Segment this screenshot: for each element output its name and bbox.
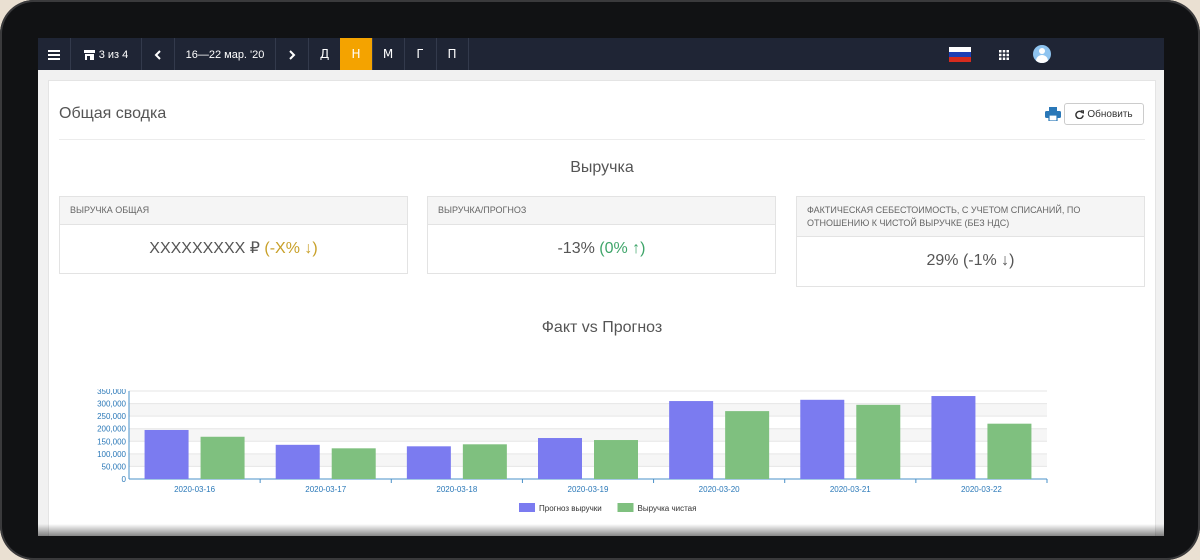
kpi-value: 29% (926, 252, 959, 269)
top-navbar: 3 из 4 16—22 мар. '20 Д Н М Г П (38, 38, 1164, 70)
x-tick-label: 2020-03-19 (568, 485, 609, 494)
y-tick-label: 300,000 (97, 400, 126, 409)
bar (538, 438, 582, 479)
y-tick-label: 150,000 (97, 437, 126, 446)
date-range-label[interactable]: 16—22 мар. '20 (175, 38, 276, 70)
grid-band (129, 428, 1047, 442)
period-year-tab[interactable]: Г (404, 38, 437, 70)
bar (406, 446, 451, 479)
kpi-card-value: XXXXXXXXX ₽ (-X% ↓) (60, 225, 407, 273)
y-tick-label: 200,000 (97, 425, 126, 434)
period-tab-label: М (382, 47, 394, 61)
bar (144, 429, 189, 479)
legend-label: Выручка чистая (638, 504, 697, 513)
bar (200, 436, 245, 479)
chevron-left-icon (154, 49, 161, 60)
app-screen: 3 из 4 16—22 мар. '20 Д Н М Г П Общая св… (38, 38, 1164, 536)
y-tick-label: 350,000 (97, 389, 126, 396)
period-month-tab[interactable]: М (372, 38, 405, 70)
period-tab-label: Г (416, 47, 424, 61)
store-selector[interactable]: 3 из 4 (71, 38, 142, 70)
fact-vs-forecast-chart: 0 50,000 100,000 150,000 200,000 250,000 300,0… (97, 389, 1048, 513)
bar (725, 411, 770, 479)
period-tab-label: П (447, 47, 457, 61)
date-range-text: 16—22 мар. '20 (185, 49, 265, 61)
bar (987, 423, 1032, 479)
x-tick-label: 2020-03-21 (830, 485, 871, 494)
next-period-button[interactable] (276, 38, 309, 70)
legend-swatch (519, 503, 535, 512)
page-title: Общая сводка (59, 105, 167, 122)
period-day-tab[interactable]: Д (309, 38, 341, 70)
chart-title: Факт vs Прогноз (541, 319, 663, 336)
bar (462, 444, 507, 479)
bar (800, 399, 845, 479)
prev-period-button[interactable] (142, 38, 175, 70)
kpi-card-total-revenue: ВЫРУЧКА ОБЩАЯ XXXXXXXXX ₽ (-X% ↓) (59, 196, 408, 274)
store-label: 3 из 4 (98, 49, 129, 61)
chevron-right-icon (289, 49, 296, 60)
summary-panel: Общая сводка Обновить Выручка ВЫРУЧКА ОБ… (48, 80, 1156, 536)
user-avatar-icon[interactable] (1033, 45, 1051, 63)
grid-band (129, 453, 1047, 467)
revenue-section-title: Выручка (570, 159, 634, 176)
bar (931, 396, 976, 479)
legend-label: Прогноз выручки (539, 504, 602, 513)
kpi-value: XXXXXXXXX ₽ (149, 240, 260, 257)
kpi-delta: (0% ↑) (599, 240, 646, 257)
kpi-card-value: 29% (-1% ↓) (797, 237, 1144, 285)
hamburger-icon[interactable] (38, 38, 71, 70)
refresh-label: Обновить (1087, 109, 1133, 120)
x-tick-label: 2020-03-16 (174, 485, 215, 494)
x-tick-label: 2020-03-18 (436, 485, 477, 494)
y-tick-label: 250,000 (97, 412, 126, 421)
kpi-delta: (-X% ↓) (264, 240, 318, 257)
kpi-card-cost-ratio: ФАКТИЧЕСКАЯ СЕБЕСТОИМОСТЬ, С УЧЕТОМ СПИС… (796, 196, 1145, 287)
kpi-card-header: ФАКТИЧЕСКАЯ СЕБЕСТОИМОСТЬ, С УЧЕТОМ СПИС… (797, 197, 1144, 237)
kpi-value: -13% (557, 240, 595, 257)
russia-flag-icon[interactable] (949, 47, 971, 62)
bar (669, 401, 714, 479)
bar (856, 404, 901, 479)
refresh-icon (1075, 110, 1085, 120)
period-week-tab[interactable]: Н (340, 38, 373, 70)
x-tick-label: 2020-03-22 (961, 485, 1002, 494)
store-icon (83, 49, 95, 60)
x-tick-label: 2020-03-20 (699, 485, 740, 494)
x-tick-label: 2020-03-17 (305, 485, 346, 494)
kpi-card-value: -13% (0% ↑) (428, 225, 775, 273)
bar (594, 440, 638, 479)
period-tab-label: Д (319, 47, 330, 61)
bar (331, 448, 376, 479)
printer-icon[interactable] (1045, 107, 1061, 121)
kpi-delta: (-1% ↓) (962, 252, 1015, 269)
screen-bottom-shadow (38, 524, 1164, 536)
kpi-card-header: ВЫРУЧКА ОБЩАЯ (60, 197, 407, 225)
kpi-card-header: ВЫРУЧКА/ПРОГНОЗ (428, 197, 775, 225)
legend-swatch (617, 503, 634, 512)
y-tick-label: 100,000 (97, 450, 126, 459)
grid-icon[interactable] (993, 38, 1015, 70)
kpi-card-revenue-forecast: ВЫРУЧКА/ПРОГНОЗ -13% (0% ↑) (427, 196, 776, 274)
header-divider (59, 139, 1145, 140)
y-tick-label: 0 (122, 475, 127, 484)
grid-band (129, 403, 1047, 417)
period-custom-tab[interactable]: П (436, 38, 469, 70)
refresh-button[interactable]: Обновить (1064, 103, 1144, 125)
bar (275, 444, 320, 479)
y-tick-label: 50,000 (102, 462, 127, 471)
period-tab-label: Н (351, 47, 361, 61)
